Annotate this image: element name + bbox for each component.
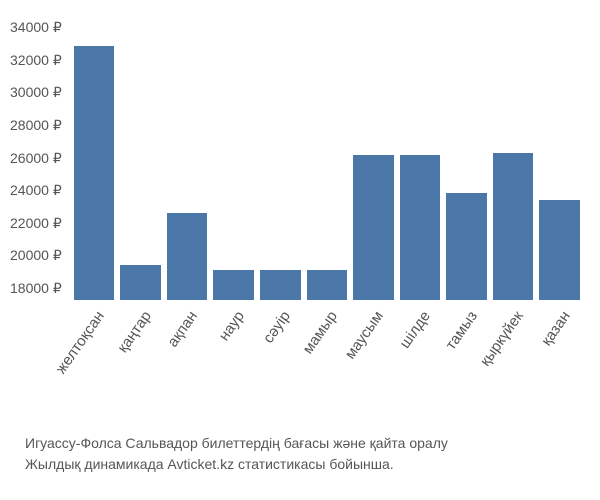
bar: [213, 270, 254, 300]
bar: [493, 153, 534, 300]
x-label-slot: маусым: [353, 308, 394, 408]
chart-caption: Игуассу-Фолса Сальвадор билеттердің баға…: [0, 433, 600, 500]
y-axis-label: 18000 ₽: [10, 281, 62, 295]
x-label-slot: қаңтар: [120, 308, 161, 408]
y-axis-label: 28000 ₽: [10, 118, 62, 132]
x-label-slot: наур: [213, 308, 254, 408]
bar: [539, 200, 580, 300]
bar: [260, 270, 301, 300]
x-axis: желтоқсанқаңтарақпаннаурсәуірмамырмаусым…: [70, 308, 580, 408]
x-axis-label: мамыр: [299, 308, 341, 357]
x-label-slot: сәуір: [260, 308, 301, 408]
x-label-slot: желтоқсан: [74, 308, 115, 408]
x-axis-label: қаңтар: [114, 308, 155, 356]
bar: [120, 265, 161, 300]
x-axis-label: маусым: [342, 308, 387, 362]
x-label-slot: ақпан: [167, 308, 208, 408]
caption-line-1: Игуассу-Фолса Сальвадор билеттердің баға…: [25, 433, 575, 454]
y-axis-label: 26000 ₽: [10, 151, 62, 165]
x-axis-label: қазан: [538, 308, 574, 349]
y-axis-label: 20000 ₽: [10, 248, 62, 262]
bar: [167, 213, 208, 301]
bars-container: [70, 20, 580, 300]
y-axis-label: 34000 ₽: [10, 20, 62, 34]
x-axis-label: ақпан: [164, 308, 201, 350]
x-axis-label: шілде: [396, 308, 434, 352]
bar: [400, 155, 441, 300]
x-label-slot: қыркүйек: [493, 308, 534, 408]
y-axis-label: 22000 ₽: [10, 216, 62, 230]
x-label-slot: шілде: [400, 308, 441, 408]
x-axis-label: тамыз: [442, 308, 481, 353]
y-axis-label: 32000 ₽: [10, 53, 62, 67]
x-axis-label: желтоқсан: [53, 308, 108, 377]
bar: [446, 193, 487, 300]
bar: [307, 270, 348, 300]
plot-area: желтоқсанқаңтарақпаннаурсәуірмамырмаусым…: [70, 20, 580, 433]
x-label-slot: қазан: [539, 308, 580, 408]
y-axis-label: 24000 ₽: [10, 183, 62, 197]
bar: [353, 155, 394, 300]
y-axis: 34000 ₽ 32000 ₽ 30000 ₽ 28000 ₽ 26000 ₽ 24000…: [10, 20, 70, 300]
x-axis-label: сәуір: [260, 308, 294, 346]
bar: [74, 46, 115, 300]
chart-container: 34000 ₽ 32000 ₽ 30000 ₽ 28000 ₽ 26000 ₽ 24000…: [0, 0, 600, 433]
y-axis-label: 30000 ₽: [10, 85, 62, 99]
x-label-slot: мамыр: [307, 308, 348, 408]
caption-line-2: Жылдық динамикада Avticket.kz статистика…: [25, 454, 575, 475]
x-axis-label: наур: [215, 308, 247, 344]
